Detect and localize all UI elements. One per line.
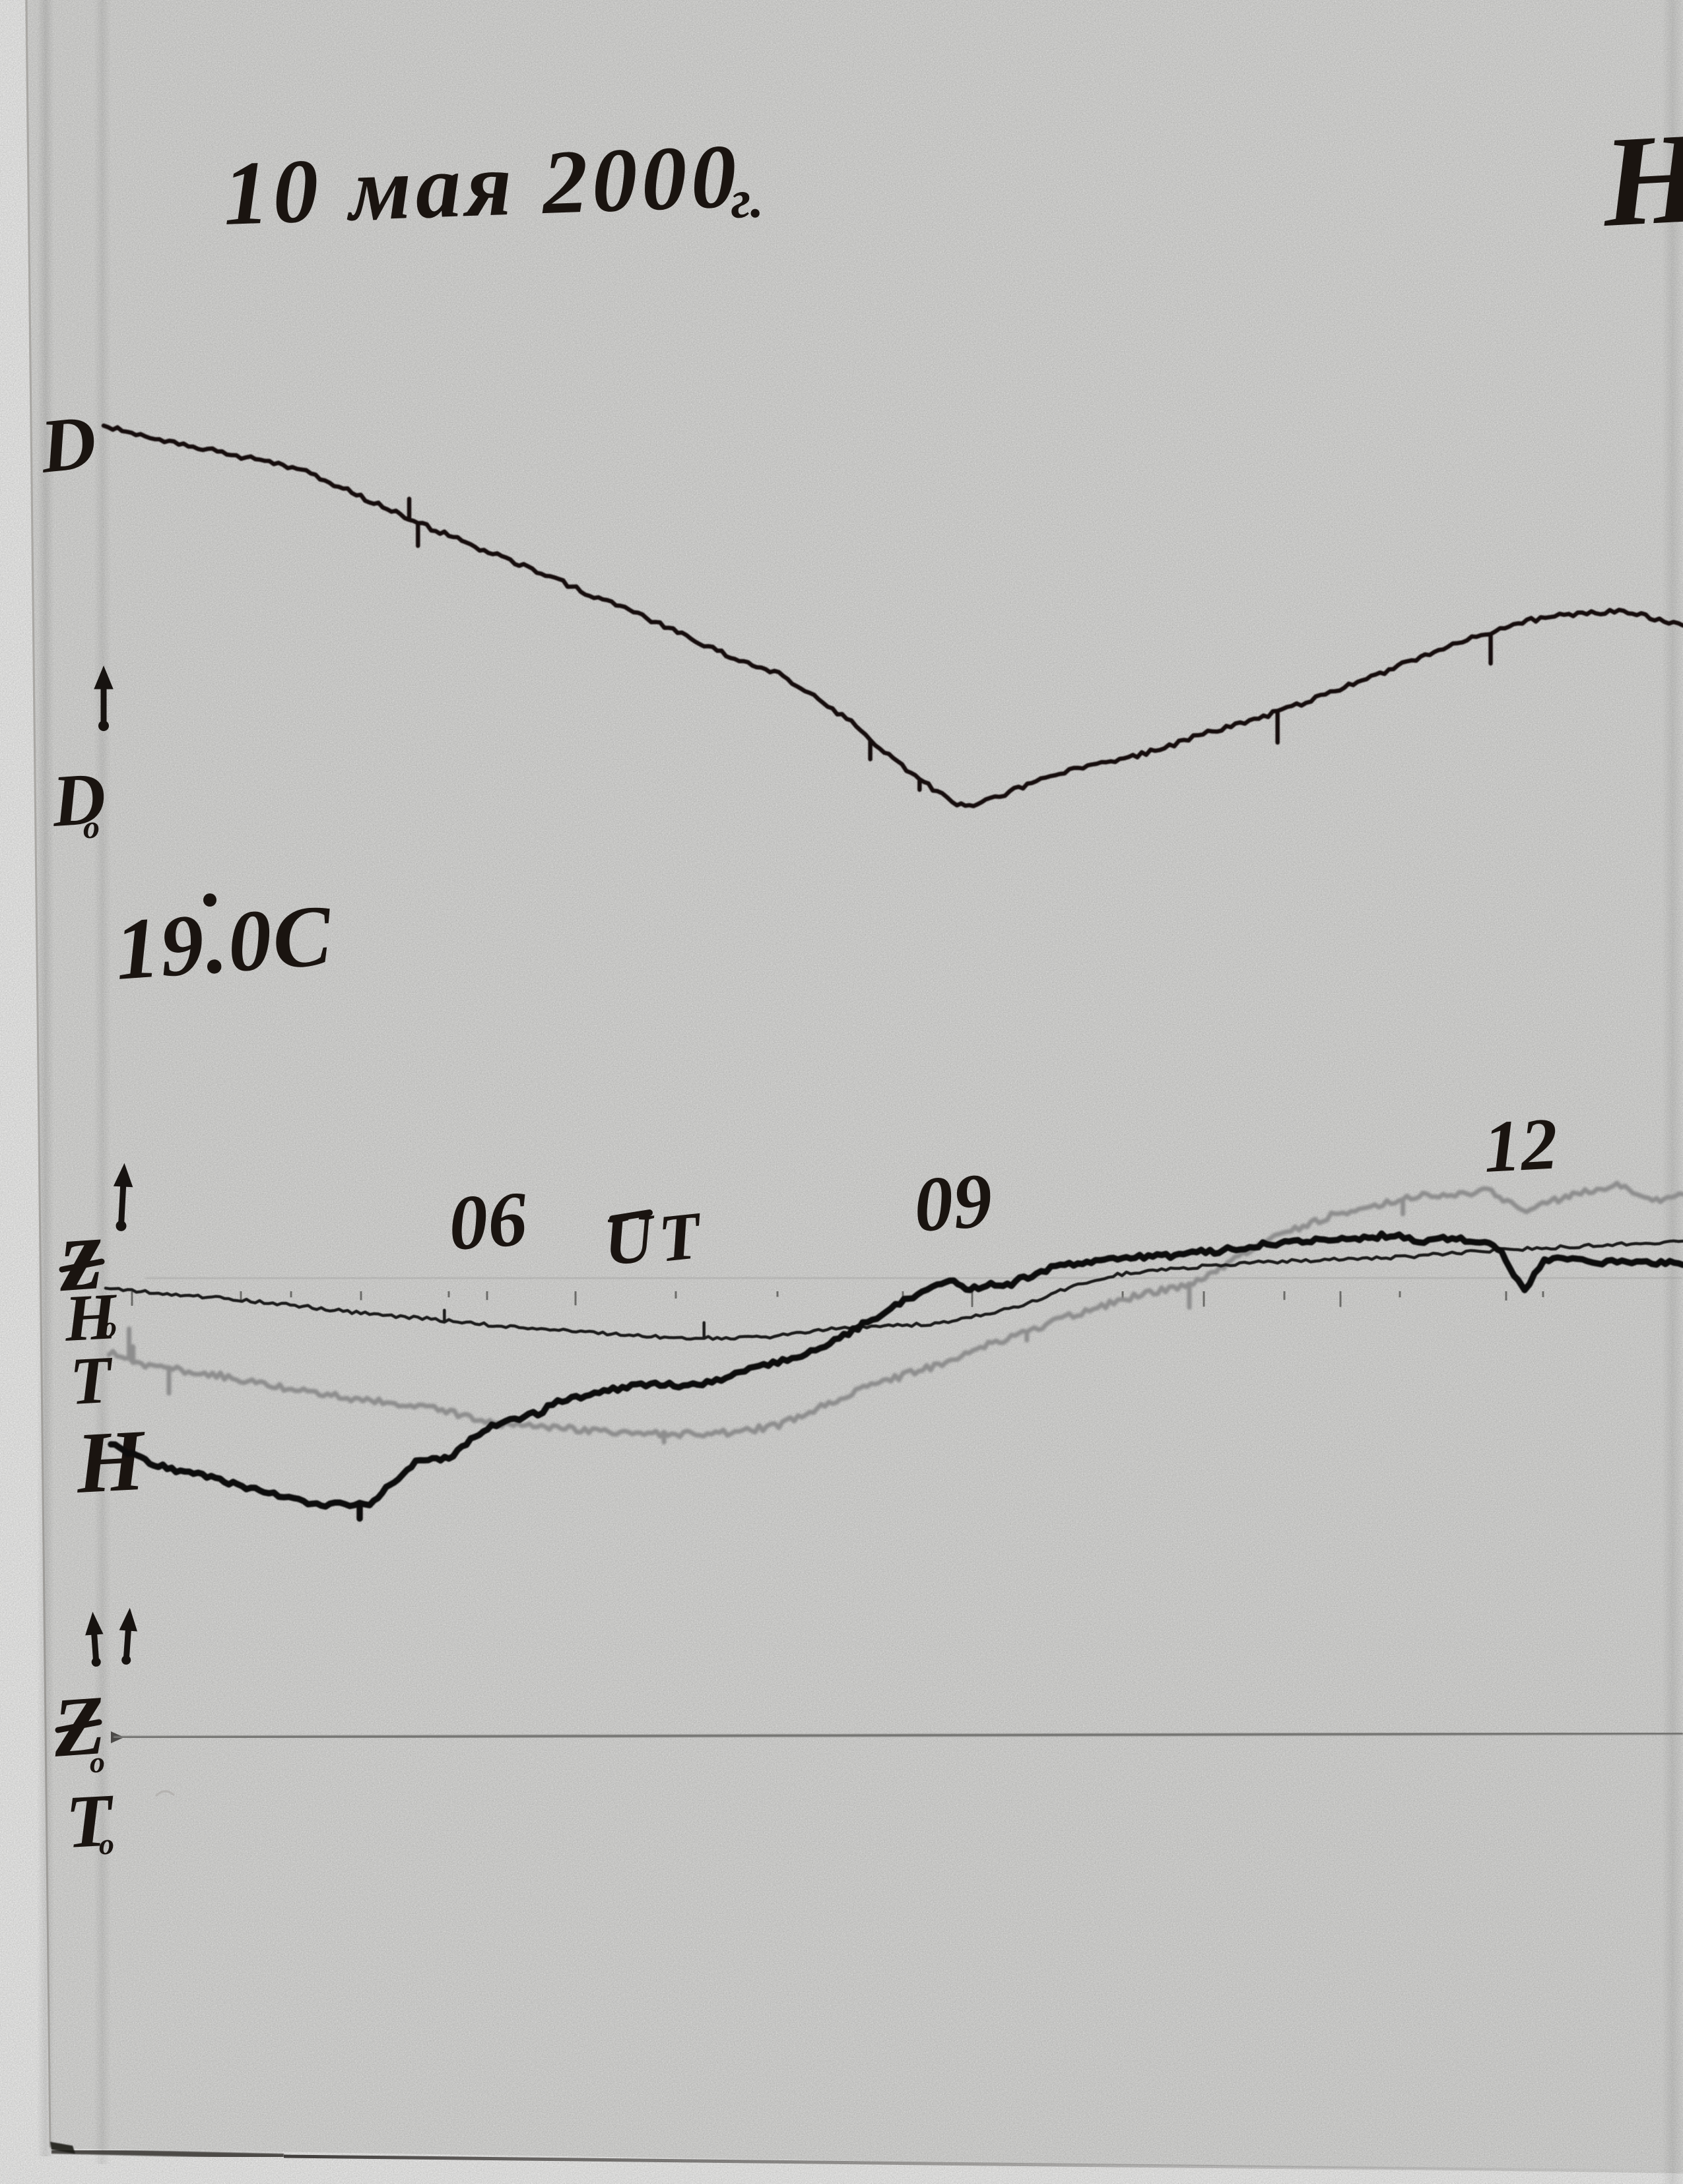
time-label-09: 09 <box>911 1157 995 1248</box>
label-z0-subscript: o <box>90 1745 105 1779</box>
up-arrow-icon-z0-left <box>85 1611 104 1667</box>
label-t0-subscript: o <box>99 1827 114 1861</box>
z-cross-stroke <box>59 1258 105 1273</box>
up-arrow-icon-z0-right <box>119 1607 138 1665</box>
label-d: D <box>36 400 100 490</box>
z0-t0-baseline <box>113 1732 1683 1739</box>
label-h: H <box>73 1411 150 1512</box>
time-label-ut: U T <box>601 1198 706 1280</box>
up-arrow-icon-z <box>113 1163 133 1231</box>
temperature-note: 19.0C <box>112 886 335 998</box>
corner-label-h: H <box>1598 106 1683 254</box>
label-d0-subscript: o <box>83 808 100 845</box>
label-d0: D <box>49 757 108 843</box>
faint-pencil-mark <box>154 1790 176 1797</box>
ut-u-macron <box>609 1209 653 1222</box>
label-t0: T <box>64 1778 117 1864</box>
left-fold-shadow-band <box>37 0 54 2156</box>
paper-grain-texture <box>25 0 1683 2173</box>
h0-baseline-pen-ticks <box>131 1291 1544 1307</box>
paper-bottom-edge-dark <box>51 2148 284 2159</box>
z-trace <box>104 1239 1683 1341</box>
label-h0-subscript: o <box>102 1310 117 1343</box>
label-h0: H <box>62 1279 120 1355</box>
date-suffix: г. <box>729 168 764 230</box>
d-trace <box>101 423 1683 808</box>
h0-baseline-halo <box>145 1275 1683 1281</box>
right-edge-shadow-band <box>1662 0 1683 2184</box>
t-trace <box>106 1180 1683 1445</box>
bottom-left-corner-blob <box>50 2142 75 2154</box>
temperature-dot-over-zero <box>203 893 216 907</box>
paper-bottom-edge-faint <box>283 2154 1683 2173</box>
up-arrow-icon-d <box>94 665 114 731</box>
time-label-06: 06 <box>446 1175 530 1267</box>
date-title: 10 мая 2000 <box>222 125 742 244</box>
h-trace <box>108 1230 1683 1522</box>
time-label-12: 12 <box>1482 1103 1560 1188</box>
z0-cross-stroke <box>55 1719 102 1733</box>
label-z0: Z <box>50 1678 108 1775</box>
